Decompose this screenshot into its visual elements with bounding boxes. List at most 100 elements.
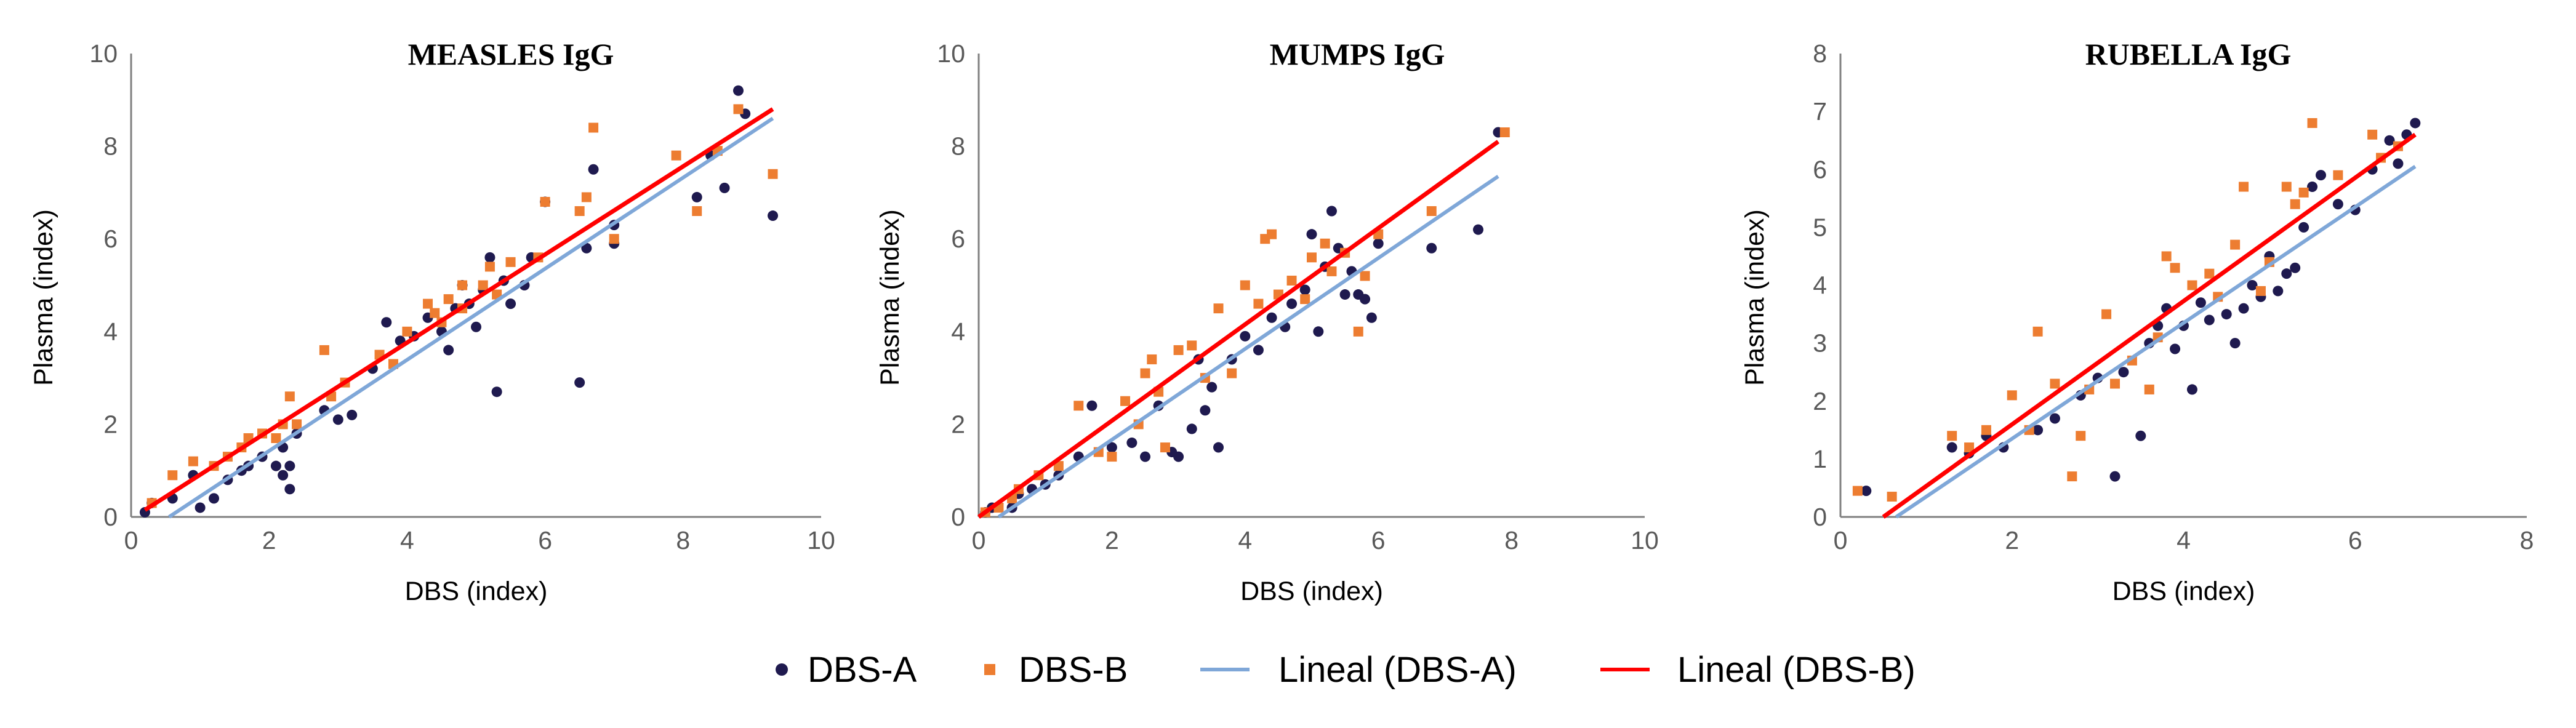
dbs-b-point (1947, 431, 1957, 441)
x-tick-label: 4 (1238, 526, 1252, 554)
y-axis-label: Plasma (index) (29, 209, 58, 386)
chart-panel-2: 0 2 4 6 8 10 0 2 4 6 8 10 MUMPS IgG DBS (index) Plasma… (875, 37, 1659, 606)
dbs-b-point (2110, 378, 2120, 389)
dbs-b-point (1320, 238, 1330, 249)
dbs-a-point (195, 502, 206, 513)
dbs-b-point (1499, 127, 1510, 138)
x-tick-label: 8 (1504, 526, 1519, 554)
dbs-a-point (1086, 400, 1097, 411)
legend-label: DBS-A (808, 650, 917, 690)
x-tick-label: 6 (538, 526, 552, 554)
y-tick-label: 10 (937, 39, 965, 68)
dbs-b-point (2290, 199, 2300, 209)
dbs-b-point (2255, 286, 2266, 296)
dbs-b-point (2050, 378, 2060, 389)
dbs-a-point (491, 386, 502, 398)
dbs-a-point (2118, 367, 2129, 378)
x-tick-label: 10 (1631, 526, 1659, 554)
y-tick-label: 2 (103, 410, 118, 438)
dbs-a-point (1253, 345, 1264, 356)
dbs-b-point (402, 326, 412, 337)
x-tick-label: 4 (2177, 526, 2191, 554)
trendline-dbs-a (1895, 165, 2417, 519)
dbs-b-point (2144, 384, 2154, 394)
dbs-a-point (574, 377, 585, 388)
dbs-b-point (1140, 368, 1150, 378)
dbs-a-point (1299, 284, 1310, 295)
y-tick-label: 0 (951, 503, 965, 531)
dbs-a-point (1200, 405, 1211, 416)
dbs-a-point (284, 484, 295, 495)
trendline-dbs-a (997, 175, 1499, 519)
dbs-a-point (768, 210, 779, 222)
dbs-b-point (574, 206, 585, 217)
dbs-b-point (1286, 275, 1297, 286)
dbs-a-point (2316, 170, 2326, 181)
y-tick-label: 8 (951, 132, 965, 161)
chart-title: MEASLES IgG (408, 37, 614, 71)
dbs-a-point (347, 409, 358, 420)
dbs-b-point (1981, 425, 1991, 435)
dbs-a-point (2332, 199, 2343, 210)
dbs-b-point (1964, 442, 1975, 453)
dbs-b-point (1353, 326, 1363, 337)
dbs-a-point (2186, 384, 2197, 395)
dbs-a-point (1186, 423, 1197, 434)
dbs-b-point (581, 192, 592, 202)
dbs-b-point (1267, 229, 1277, 239)
dbs-a-point (209, 493, 220, 504)
y-tick-label: 6 (103, 225, 118, 253)
dbs-a-point (270, 460, 281, 471)
dbs-a-point (1366, 312, 1377, 323)
y-tick-label: 2 (1813, 387, 1827, 415)
dbs-b-point (284, 391, 295, 402)
dbs-a-point (2221, 309, 2232, 320)
trendline-dbs-b (143, 107, 774, 512)
dbs-b-point (484, 262, 495, 272)
dbs-b-point (2076, 431, 2086, 441)
x-tick-label: 10 (807, 526, 835, 554)
dbs-a-point (2298, 222, 2309, 233)
dbs-a-point (1173, 451, 1184, 462)
trendline-dbs-b (977, 140, 1500, 519)
dbs-a-point (691, 191, 702, 202)
dbs-a-point (2281, 268, 2292, 279)
dbs-a-point (2229, 338, 2241, 349)
dbs-b-point (2101, 309, 2112, 319)
dbs-a-point (471, 321, 481, 332)
dbs-b-point (1253, 298, 1264, 309)
dbs-a-point (1306, 229, 1317, 240)
dbs-b-point (1073, 401, 1084, 411)
dbs-b-point (1147, 354, 1157, 364)
dbs-a-point (2109, 471, 2121, 482)
x-tick-label: 6 (1371, 526, 1386, 554)
dbs-b-point (2367, 129, 2378, 140)
dbs-b-point (2204, 268, 2215, 279)
dbs-b-point (2170, 263, 2180, 273)
dbs-a-point (2273, 286, 2284, 297)
dbs-a-point (1373, 238, 1384, 249)
legend-marker-dbs-b (984, 664, 995, 675)
dbs-b-point (1360, 271, 1370, 281)
legend-label: DBS-B (1019, 650, 1128, 690)
dbs-a-point (443, 345, 454, 356)
y-tick-label: 2 (951, 410, 965, 438)
y-tick-label: 6 (951, 225, 965, 253)
dbs-b-point (1173, 345, 1184, 355)
dbs-a-point (1326, 206, 1337, 217)
dbs-b-point (1887, 492, 1897, 502)
dbs-a-point (2290, 262, 2301, 273)
x-axis-label: DBS (index) (405, 577, 548, 606)
dbs-b-point (271, 433, 281, 443)
dbs-a-point (1140, 451, 1150, 462)
y-tick-label: 4 (1813, 271, 1827, 300)
dbs-b-point (1187, 340, 1197, 351)
dbs-b-point (2298, 187, 2309, 198)
dbs-b-point (1227, 368, 1237, 378)
dbs-a-point (2410, 118, 2421, 129)
dbs-b-point (430, 308, 440, 318)
dbs-a-point (1206, 382, 1218, 393)
trendline-dbs-b (1882, 132, 2417, 519)
